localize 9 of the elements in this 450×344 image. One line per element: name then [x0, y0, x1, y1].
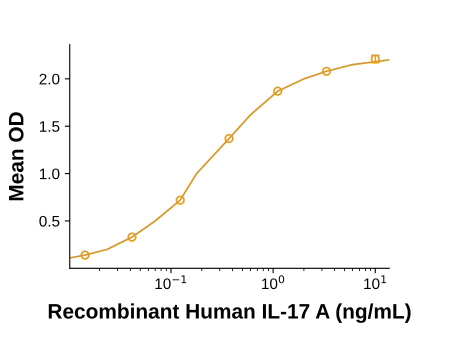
x-tick-label: 10$^{0}$ [262, 275, 284, 290]
y-tick-label: 1.5 [40, 121, 60, 132]
y-tick-label: 2.0 [40, 74, 60, 85]
y-tick-label: 1.0 [40, 168, 60, 180]
x-tick-label: 10$^{−1}$ [155, 275, 186, 290]
x-axis-title: Recombinant Human IL-17 A (ng/mL) [48, 303, 411, 323]
x-tick-label: 10$^{1}$ [364, 275, 386, 290]
y-tick-label: 0.5 [39, 216, 60, 227]
y-axis-title: Mean OD [8, 112, 24, 200]
